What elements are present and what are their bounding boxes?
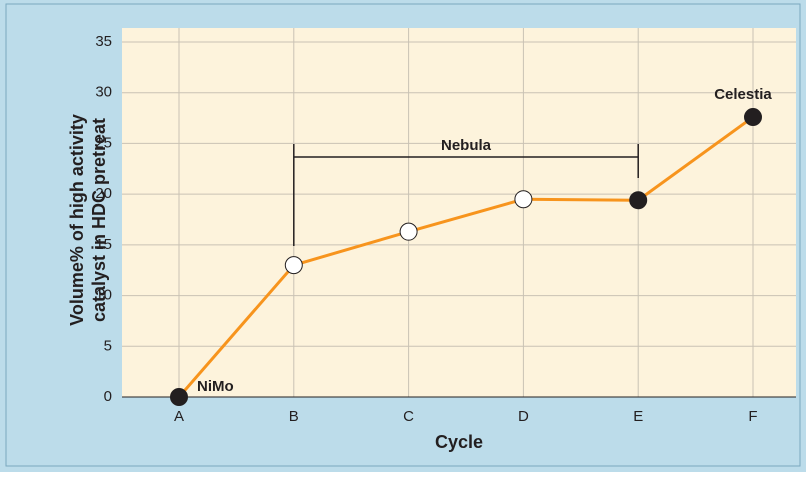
marker (514, 190, 533, 209)
y-tick-label: 15 (95, 236, 112, 253)
y-tick-label: 20 (95, 185, 112, 202)
x-tick-label: F (748, 408, 757, 425)
x-tick-label: A (174, 408, 184, 425)
marker (284, 256, 303, 275)
x-tick-label: B (289, 408, 299, 425)
line (177, 115, 754, 398)
y-axis-label: Volume% of high activity (67, 114, 87, 326)
y-tick-label: 10 (95, 287, 112, 304)
y-tick-label: 30 (95, 84, 112, 101)
x-tick-label: E (633, 408, 643, 425)
y-axis-label: catalyst in HDC pretreat (89, 118, 109, 322)
marker (744, 108, 762, 127)
y-tick-label: 25 (95, 134, 112, 151)
annotation: Celestia (714, 86, 772, 103)
x-axis-label: Cycle (435, 432, 483, 452)
y-tick-label: 5 (104, 337, 112, 354)
x-tick-label: D (518, 408, 529, 425)
y-tick-label: 0 (104, 388, 112, 405)
x-tick-label: C (403, 408, 414, 425)
annotation: Nebula (441, 137, 492, 154)
plot-area (122, 28, 796, 397)
y-tick-label: 35 (95, 33, 112, 50)
marker (170, 388, 188, 406)
frame (5, 3, 801, 467)
marker (399, 222, 418, 241)
annotation: NiMo (197, 378, 234, 395)
marker (629, 191, 648, 210)
